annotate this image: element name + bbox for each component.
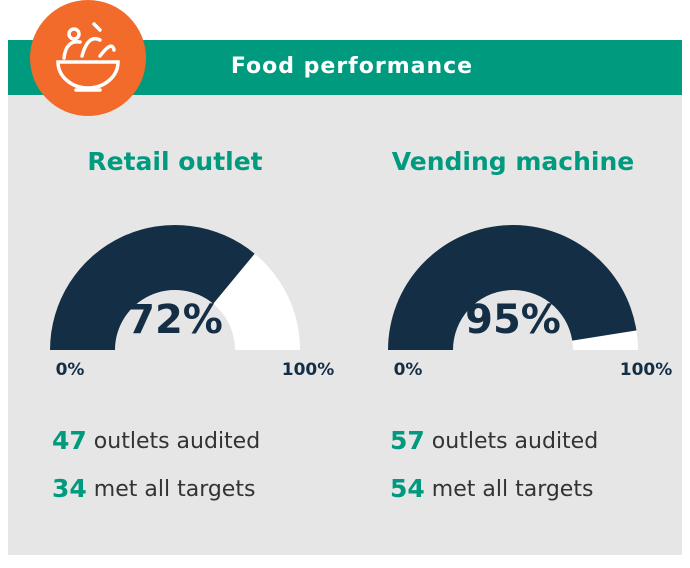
gauge-tick-label: 0% — [394, 360, 423, 380]
stat: 47 outlets audited — [52, 426, 260, 455]
stat-label: outlets audited — [432, 429, 598, 454]
stat-label: outlets audited — [94, 429, 260, 454]
stat-label: met all targets — [94, 477, 256, 502]
gauge-tick-label: 0% — [56, 360, 85, 380]
salad-icon — [56, 22, 120, 92]
gauge-tick-label: 100% — [620, 360, 673, 380]
gauge-value-label: 72% — [127, 297, 223, 343]
stat: 34 met all targets — [52, 474, 255, 503]
gauge-title: Retail outlet — [87, 147, 262, 176]
stat-value: 57 — [390, 426, 425, 455]
gauge-tick-label: 100% — [282, 360, 335, 380]
stat: 57 outlets audited — [390, 426, 598, 455]
gauge-fill — [388, 225, 637, 350]
stat-value: 47 — [52, 426, 87, 455]
gauge-value-label: 95% — [465, 297, 561, 343]
stat-value: 34 — [52, 474, 87, 503]
icon-circle — [30, 0, 146, 116]
gauge-title: Vending machine — [392, 147, 634, 176]
header-title: Food performance — [231, 54, 473, 79]
gauge-fill — [50, 225, 255, 350]
stat: 54 met all targets — [390, 474, 593, 503]
stat-value: 54 — [390, 474, 425, 503]
stat-label: met all targets — [432, 477, 594, 502]
